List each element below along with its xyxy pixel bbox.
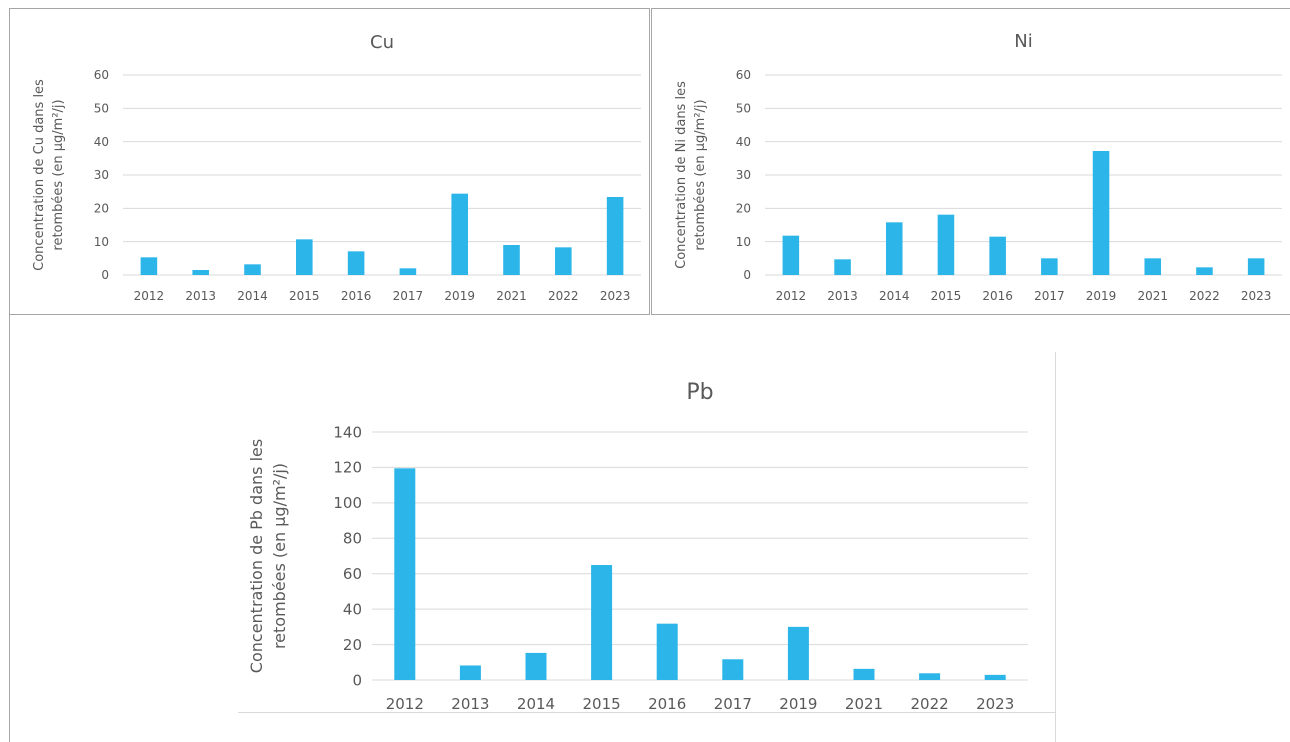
chart-cu: Cu Concentration de Cu dans les retombées … xyxy=(32,32,641,303)
x-tick-label: 2016 xyxy=(648,695,686,713)
x-tick-label: 2022 xyxy=(1189,289,1220,303)
x-tick-label: 2021 xyxy=(845,695,883,713)
bar-pb-2021 xyxy=(853,668,875,680)
x-tick-label: 2021 xyxy=(496,289,527,303)
bar-ni-2021 xyxy=(1144,258,1162,275)
y-tick-label: 0 xyxy=(743,268,751,282)
bar-ni-2017 xyxy=(1041,258,1058,275)
bar-pb-2017 xyxy=(722,659,744,680)
x-tick-label: 2023 xyxy=(976,695,1014,713)
x-tick-label: 2017 xyxy=(714,695,752,713)
y-tick-label: 40 xyxy=(343,600,362,618)
chart-panel-pb: Pb Concentration de Pb dans les retombées … xyxy=(238,352,1058,742)
bar-cu-2023 xyxy=(606,197,624,275)
x-tick-label: 2015 xyxy=(583,695,621,713)
y-tick-label: 50 xyxy=(94,102,109,116)
x-tick-label: 2012 xyxy=(386,695,424,713)
chart-title: Pb xyxy=(686,380,713,405)
x-tick-label: 2019 xyxy=(1086,289,1117,303)
bar-cu-2022 xyxy=(555,247,572,275)
chart-title: Cu xyxy=(370,32,394,53)
y-tick-label: 100 xyxy=(333,494,362,512)
bar-pb-2013 xyxy=(459,665,481,680)
bar-ni-2019 xyxy=(1092,151,1110,275)
y-axis-label: Concentration de Pb dans les xyxy=(247,439,266,673)
bar-ni-2015 xyxy=(937,214,955,275)
y-tick-label: 40 xyxy=(736,135,751,149)
bar-cu-2016 xyxy=(347,251,365,275)
y-axis-label: Concentration de Ni dans les xyxy=(674,81,689,269)
x-tick-label: 2022 xyxy=(548,289,579,303)
bar-cu-2012 xyxy=(140,257,158,275)
y-tick-label: 20 xyxy=(94,202,109,216)
x-tick-label: 2017 xyxy=(393,289,424,303)
bar-pb-2022 xyxy=(919,673,941,680)
x-tick-label: 2019 xyxy=(444,289,475,303)
bar-cu-2019 xyxy=(451,193,468,275)
bar-pb-2012 xyxy=(394,468,416,680)
bar-ni-2012 xyxy=(782,235,800,275)
y-axis-label: retombées (en µg/m²/j) xyxy=(270,463,289,649)
x-tick-label: 2023 xyxy=(600,289,631,303)
y-tick-label: 80 xyxy=(343,530,362,548)
bar-ni-2014 xyxy=(885,222,903,275)
bar-cu-2014 xyxy=(244,264,261,275)
y-tick-label: 140 xyxy=(333,423,362,441)
y-tick-label: 10 xyxy=(94,235,109,249)
x-tick-label: 2016 xyxy=(341,289,372,303)
bar-ni-2023 xyxy=(1247,258,1265,275)
x-tick-label: 2012 xyxy=(776,289,807,303)
y-tick-label: 30 xyxy=(94,168,109,182)
x-tick-label: 2013 xyxy=(451,695,489,713)
bar-cu-2021 xyxy=(503,245,520,275)
chart-title: Ni xyxy=(1014,31,1032,52)
bar-pb-2023 xyxy=(984,674,1006,680)
bar-pb-2019 xyxy=(787,626,809,680)
y-tick-label: 10 xyxy=(736,235,751,249)
y-tick-label: 0 xyxy=(352,671,362,689)
chart-ni: Ni Concentration de Ni dans les retombées … xyxy=(674,31,1282,303)
x-tick-label: 2023 xyxy=(1241,289,1272,303)
y-tick-label: 50 xyxy=(736,102,751,116)
x-tick-label: 2014 xyxy=(237,289,268,303)
x-tick-label: 2015 xyxy=(931,289,962,303)
x-tick-label: 2022 xyxy=(911,695,949,713)
y-tick-label: 40 xyxy=(94,135,109,149)
bar-ni-2022 xyxy=(1196,267,1213,275)
y-tick-label: 20 xyxy=(736,202,751,216)
x-tick-label: 2015 xyxy=(289,289,320,303)
y-axis-label: retombées (en µg/m²/j) xyxy=(693,99,708,250)
x-tick-label: 2014 xyxy=(879,289,910,303)
chart-panel-cu: Cu Concentration de Cu dans les retombées … xyxy=(9,8,650,315)
y-tick-label: 20 xyxy=(343,636,362,654)
x-tick-label: 2012 xyxy=(134,289,165,303)
y-tick-label: 60 xyxy=(736,68,751,82)
x-tick-label: 2013 xyxy=(827,289,858,303)
y-tick-label: 60 xyxy=(94,68,109,82)
chart-pb: Pb Concentration de Pb dans les retombées … xyxy=(247,380,1028,713)
y-tick-label: 0 xyxy=(101,268,109,282)
bar-pb-2015 xyxy=(591,565,613,680)
bar-ni-2013 xyxy=(834,259,851,275)
y-tick-label: 30 xyxy=(736,168,751,182)
bar-cu-2015 xyxy=(296,239,313,275)
chart-panel-ni: Ni Concentration de Ni dans les retombées … xyxy=(651,8,1290,315)
y-tick-label: 60 xyxy=(343,565,362,583)
x-tick-label: 2013 xyxy=(185,289,216,303)
x-tick-label: 2021 xyxy=(1137,289,1168,303)
x-tick-label: 2016 xyxy=(982,289,1013,303)
x-tick-label: 2019 xyxy=(779,695,817,713)
bar-pb-2016 xyxy=(656,623,678,680)
y-axis-label: Concentration de Cu dans les xyxy=(32,79,47,271)
bar-pb-2014 xyxy=(525,652,547,680)
bar-cu-2013 xyxy=(192,270,209,275)
bar-ni-2016 xyxy=(989,236,1006,275)
y-tick-label: 120 xyxy=(333,459,362,477)
x-tick-label: 2017 xyxy=(1034,289,1065,303)
y-axis-label: retombées (en µg/m²/j) xyxy=(51,99,66,250)
x-tick-label: 2014 xyxy=(517,695,555,713)
bar-cu-2017 xyxy=(399,268,417,275)
